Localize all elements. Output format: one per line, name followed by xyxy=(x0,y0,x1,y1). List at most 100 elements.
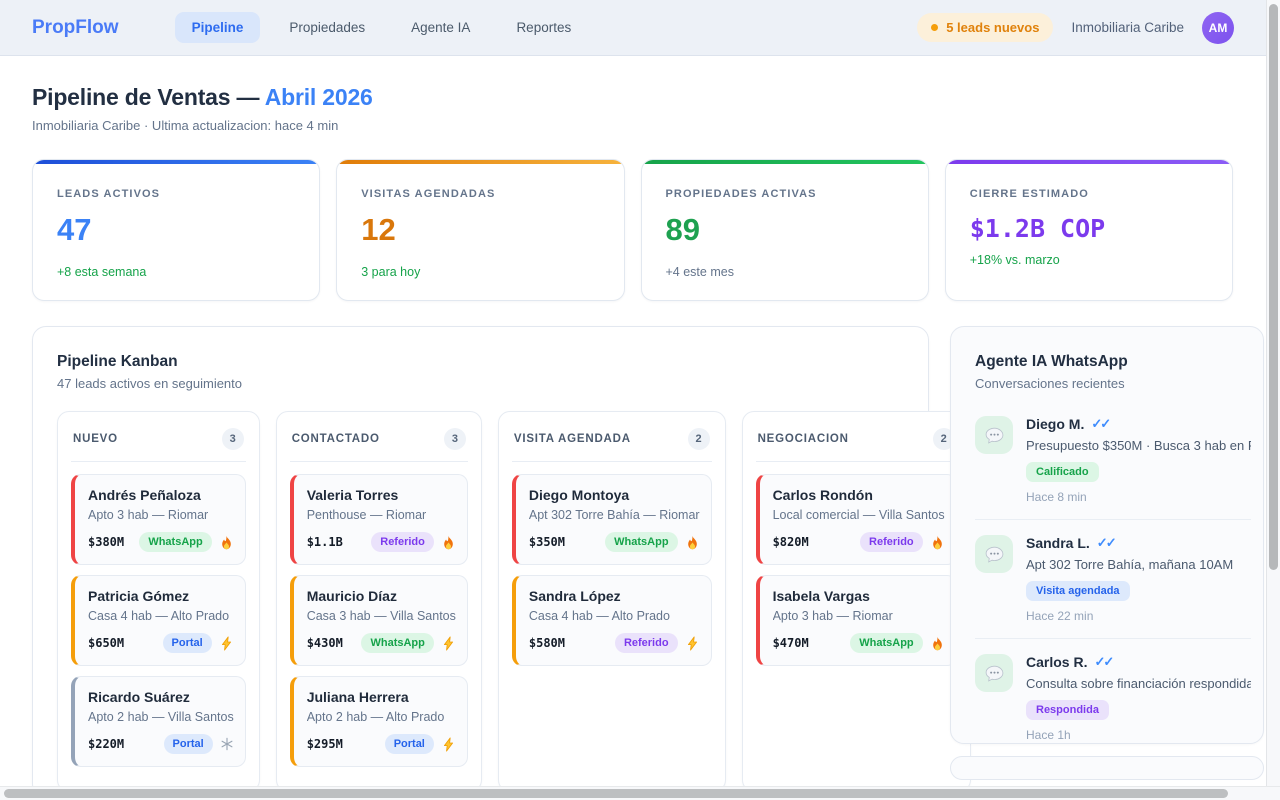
conversation-time: Hace 22 min xyxy=(1026,609,1094,623)
status-badge: Calificado xyxy=(1026,462,1099,482)
kanban-column-contactado: CONTACTADO 3 Valeria Torres Penthouse — … xyxy=(275,411,482,792)
stat-accent-bar xyxy=(641,160,928,164)
lead-property: Apt 302 Torre Bahía — Riomar xyxy=(528,508,700,522)
stat-card-visitas-agendadas: VISITAS AGENDADAS 12 3 para hoy xyxy=(336,159,625,301)
fire-icon xyxy=(441,535,456,550)
top-bar: PropFlow Pipeline Propiedades Agente IA … xyxy=(0,0,1280,56)
kanban-columns: NUEVO 3 Andrés Peñaloza Apto 3 hab — Rio… xyxy=(57,411,971,792)
stat-value: 12 xyxy=(361,212,396,247)
kanban-column-visita-agendada: VISITA AGENDADA 2 Diego Montoya Apt 302 … xyxy=(497,411,726,792)
source-badge: Portal xyxy=(162,633,212,653)
lead-card[interactable]: Valeria Torres Penthouse — Riomar $1.1B … xyxy=(289,474,468,565)
lead-card[interactable]: Carlos Rondón Local comercial — Villa Sa… xyxy=(755,474,957,565)
lead-price: $580M xyxy=(528,636,565,650)
source-badge: Portal xyxy=(384,734,434,754)
lead-price: $820M xyxy=(772,535,809,549)
divider xyxy=(511,461,712,462)
lightning-icon xyxy=(685,636,700,651)
tab-propiedades[interactable]: Propiedades xyxy=(289,20,366,35)
divider xyxy=(289,461,468,462)
lead-name: Patricia Gómez xyxy=(88,588,190,604)
source-badge: Referido xyxy=(614,633,678,653)
horizontal-scrollbar-thumb[interactable] xyxy=(4,789,1228,798)
status-badge: Visita agendada xyxy=(1026,581,1130,601)
stat-label: LEADS ACTIVOS xyxy=(57,188,161,200)
conversation-item[interactable]: Carlos R. ✓✓ Consulta sobre financiación… xyxy=(975,638,1251,743)
new-leads-badge[interactable]: 5 leads nuevos xyxy=(917,13,1054,42)
lead-property: Casa 4 hab — Alto Prado xyxy=(528,609,670,623)
stats-row: LEADS ACTIVOS 47 +8 esta semana VISITAS … xyxy=(32,159,1233,301)
stat-card-leads-activos: LEADS ACTIVOS 47 +8 esta semana xyxy=(32,159,321,301)
lead-property: Local comercial — Villa Santos xyxy=(772,508,945,522)
lead-name: Carlos Rondón xyxy=(772,487,873,503)
source-badge: WhatsApp xyxy=(361,633,434,653)
lead-property: Casa 3 hab — Villa Santos xyxy=(306,609,456,623)
conversation-item[interactable]: Sandra L. ✓✓ Apt 302 Torre Bahía, mañana… xyxy=(975,519,1251,638)
lead-price: $350M xyxy=(528,535,565,549)
avatar[interactable]: AM xyxy=(1202,11,1234,44)
lightning-icon xyxy=(441,737,456,752)
stat-card-propiedades-activas: PROPIEDADES ACTIVAS 89 +4 este mes xyxy=(640,159,929,301)
lead-card[interactable]: Diego Montoya Apt 302 Torre Bahía — Riom… xyxy=(511,474,712,565)
fire-icon xyxy=(930,535,945,550)
kanban-title: Pipeline Kanban xyxy=(57,353,178,370)
stat-note: +4 este mes xyxy=(665,265,734,279)
double-check-icon: ✓✓ xyxy=(1094,654,1114,669)
source-badge: Portal xyxy=(163,734,213,754)
stat-label: VISITAS AGENDADAS xyxy=(361,188,496,200)
conversation-message: Consulta sobre financiación respondida xyxy=(1026,676,1251,691)
lead-card[interactable]: Sandra López Casa 4 hab — Alto Prado $58… xyxy=(511,575,712,666)
page-title: Pipeline de Ventas — Abril 2026 xyxy=(32,84,1280,111)
snowflake-icon xyxy=(220,737,234,751)
conversation-name: Diego M. xyxy=(1026,416,1085,432)
column-count-badge: 2 xyxy=(932,428,955,450)
app-logo[interactable]: PropFlow xyxy=(32,16,119,38)
source-badge: WhatsApp xyxy=(139,532,212,552)
vertical-scrollbar xyxy=(1266,0,1280,786)
lead-name: Andrés Peñaloza xyxy=(88,487,201,503)
conversation-body: Sandra L. ✓✓ Apt 302 Torre Bahía, mañana… xyxy=(1026,535,1251,623)
page-title-accent: Abril 2026 xyxy=(264,84,373,110)
kanban-subtitle: 47 leads activos en seguimiento xyxy=(57,376,243,391)
fire-icon xyxy=(219,535,234,550)
lead-name: Isabela Vargas xyxy=(772,588,870,604)
lead-price: $295M xyxy=(306,737,343,751)
double-check-icon: ✓✓ xyxy=(1096,535,1117,550)
lead-property: Apto 3 hab — Riomar xyxy=(772,609,893,623)
lead-price: $220M xyxy=(88,737,125,751)
conversation-message: Apt 302 Torre Bahía, mañana 10AM xyxy=(1026,557,1234,572)
stat-label: PROPIEDADES ACTIVAS xyxy=(665,188,817,200)
conversation-item[interactable]: Diego M. ✓✓ Presupuesto $350M · Busca 3 … xyxy=(975,401,1251,519)
column-header: CONTACTADO 3 xyxy=(290,426,468,450)
lead-card[interactable]: Juliana Herrera Apto 2 hab — Alto Prado … xyxy=(289,676,468,767)
lead-card[interactable]: Andrés Peñaloza Apto 3 hab — Riomar $380… xyxy=(71,474,246,565)
tab-reportes[interactable]: Reportes xyxy=(516,20,572,35)
lead-price: $470M xyxy=(772,636,809,650)
lead-name: Ricardo Suárez xyxy=(88,689,190,705)
lead-card[interactable]: Ricardo Suárez Apto 2 hab — Villa Santos… xyxy=(71,676,246,767)
lead-card[interactable]: Mauricio Díaz Casa 3 hab — Villa Santos … xyxy=(289,575,468,666)
agent-panel-subtitle: Conversaciones recientes xyxy=(975,376,1125,391)
source-badge: Referido xyxy=(371,532,434,552)
lead-card[interactable]: Isabela Vargas Apto 3 hab — Riomar $470M… xyxy=(755,575,957,666)
column-header: VISITA AGENDADA 2 xyxy=(512,426,712,450)
lightning-icon xyxy=(441,636,456,651)
lead-property: Casa 4 hab — Alto Prado xyxy=(88,609,230,623)
vertical-scrollbar-thumb[interactable] xyxy=(1269,4,1278,570)
right-column: Agente IA WhatsApp Conversaciones recien… xyxy=(950,326,1264,780)
stat-note: 3 para hoy xyxy=(361,265,421,279)
page-subtitle: Inmobiliaria Caribe · Ultima actualizaci… xyxy=(32,118,339,133)
double-check-icon: ✓✓ xyxy=(1091,416,1111,431)
column-count-badge: 2 xyxy=(687,428,710,450)
fire-icon xyxy=(930,636,945,651)
source-badge: WhatsApp xyxy=(605,532,678,552)
column-name: NUEVO xyxy=(73,433,118,445)
tab-pipeline[interactable]: Pipeline xyxy=(174,12,261,43)
lightning-icon xyxy=(219,636,234,651)
tab-agente-ia[interactable]: Agente IA xyxy=(411,20,471,35)
topbar-right: 5 leads nuevos Inmobiliaria Caribe AM xyxy=(917,11,1234,44)
column-header: NUEVO 3 xyxy=(71,426,246,450)
conversation-message: Presupuesto $350M · Busca 3 hab en Rioma… xyxy=(1026,438,1251,453)
horizontal-scrollbar xyxy=(0,786,1280,800)
lead-card[interactable]: Patricia Gómez Casa 4 hab — Alto Prado $… xyxy=(71,575,246,666)
